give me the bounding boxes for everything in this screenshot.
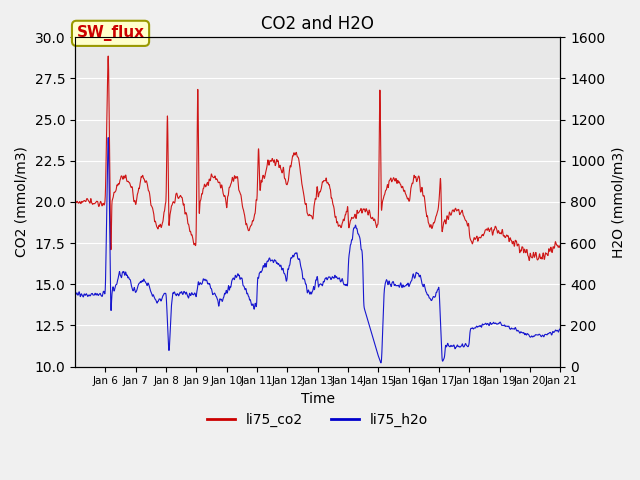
Title: CO2 and H2O: CO2 and H2O bbox=[261, 15, 374, 33]
Text: SW_flux: SW_flux bbox=[77, 25, 145, 41]
Legend: li75_co2, li75_h2o: li75_co2, li75_h2o bbox=[202, 407, 434, 432]
X-axis label: Time: Time bbox=[301, 392, 335, 406]
Y-axis label: CO2 (mmol/m3): CO2 (mmol/m3) bbox=[15, 146, 29, 257]
Y-axis label: H2O (mmol/m3): H2O (mmol/m3) bbox=[611, 146, 625, 258]
